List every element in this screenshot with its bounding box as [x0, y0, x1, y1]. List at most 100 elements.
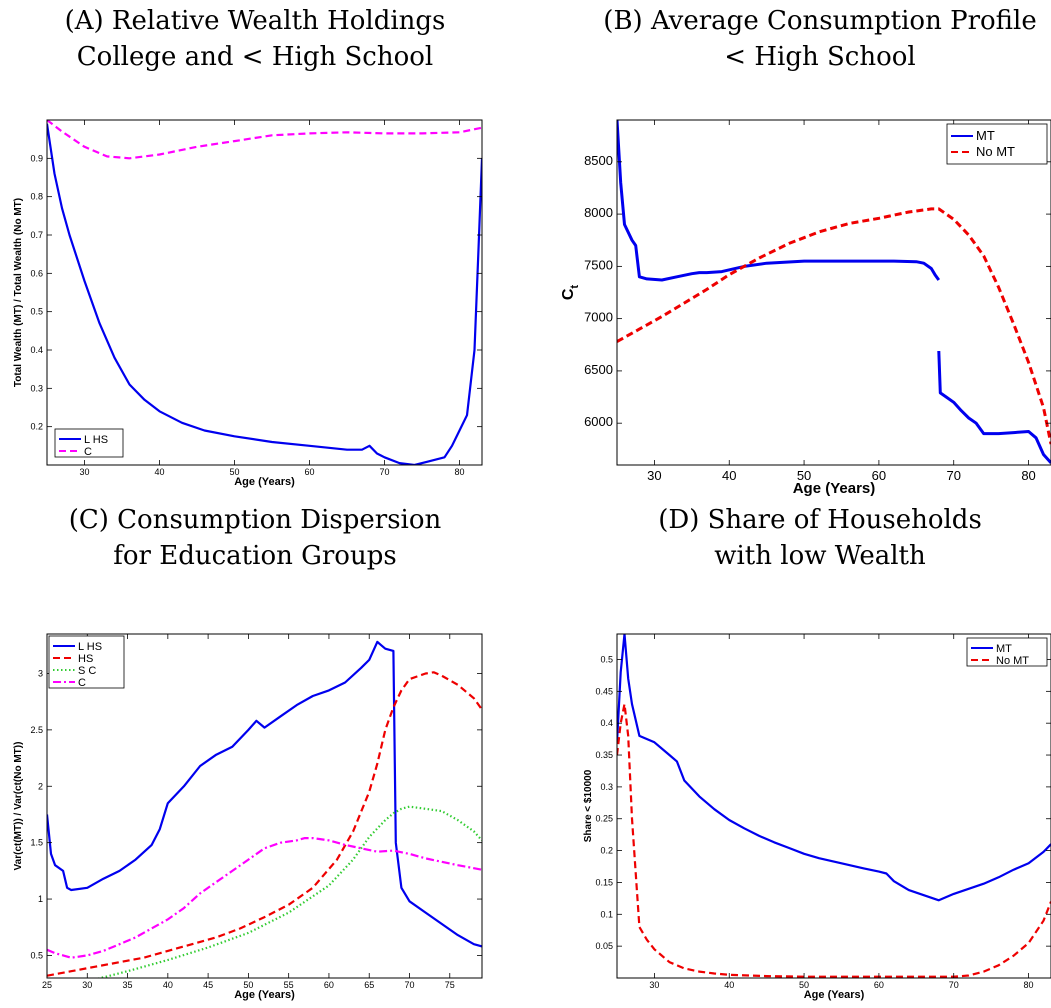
panel-c-ytick-label: 2.5: [30, 725, 43, 735]
panel-c-xtick-label: 70: [404, 980, 414, 990]
panel-d-ytick-label: 0.3: [600, 782, 613, 792]
panel-b-xtick-label: 30: [647, 468, 661, 483]
panel-b-title-line1: (B) Average Consumption Profile: [603, 6, 1037, 36]
panel-a-ytick-label: 0.4: [30, 345, 43, 355]
panel-c-legend-box: [48, 635, 125, 689]
panel-b-title: (B) Average Consumption Profile < High S…: [590, 3, 1050, 75]
panel-a-series-1-line: [47, 120, 482, 160]
panel-d-xtick-label: 40: [724, 980, 734, 990]
panel-b-xtick-label: 70: [946, 468, 960, 483]
panel-d-xtick-label: 50: [799, 980, 809, 990]
panel-a-ytick-label: 0.7: [30, 230, 43, 240]
panel-a-xtick-label: 50: [229, 467, 239, 477]
panel-d-title-line2: with low Wealth: [714, 541, 926, 571]
panel-b-xtick-label: 40: [722, 468, 736, 483]
panel-a-ytick-label: 0.3: [30, 383, 43, 393]
panel-a-xtick-label: 80: [454, 467, 464, 477]
panel-d-ylabel: Share < $10000: [583, 769, 594, 842]
panel-c-series-0-line: [47, 640, 482, 948]
panel-c-series-1-line: [47, 671, 482, 977]
panel-c-legend-label: S C: [78, 665, 96, 677]
panel-c-xtick-label: 75: [445, 980, 455, 990]
panel-a-xtick-label: 30: [79, 467, 89, 477]
panel-d-xtick-label: 30: [649, 980, 659, 990]
panel-c-title: (C) Consumption Dispersion for Education…: [25, 502, 485, 574]
panel-b-axes-box: [616, 119, 1051, 466]
panel-b-legend-label: No MT: [976, 144, 1015, 159]
panel-d-ytick-label: 0.4: [600, 718, 613, 728]
panel-d-ytick-label: 0.15: [595, 877, 613, 887]
panel-c-ylabel: Var(ct(MT)) / Var(ct(No MT)): [13, 742, 24, 871]
panel-d-ytick-label: 0.1: [600, 909, 613, 919]
panel-a-ylabel: Total Wealth (MT) / Total Wealth (No MT): [13, 198, 24, 387]
panel-c-ytick-label: 2: [38, 781, 43, 791]
panel-c-axes-box: [46, 633, 483, 979]
panel-b-title-line2: < High School: [724, 42, 916, 72]
panel-a-title: (A) Relative Wealth Holdings College and…: [25, 3, 485, 75]
panel-b-ylabel: Ct: [560, 285, 581, 301]
panel-d-legend-box: [966, 637, 1048, 667]
panel-a-ytick-label: 0.9: [30, 153, 43, 163]
panel-c-ytick-label: 3: [38, 668, 43, 678]
panel-a-ytick-label: 0.6: [30, 268, 43, 278]
panel-d-axes-box: [616, 633, 1051, 979]
panel-c-ytick-label: 1: [38, 894, 43, 904]
panel-c-legend-label: L HS: [78, 641, 102, 653]
panel-b-xlabel: Age (Years): [793, 480, 876, 497]
panel-a-legend: L HSC: [54, 428, 124, 458]
panel-d-title: (D) Share of Households with low Wealth: [590, 502, 1050, 574]
panel-c-chart: 25 30 35 40 45 50 55 60 65 70 75 0.5 1 1.5 2 2.5 3 Age (Y…: [13, 633, 483, 1001]
panel-b-ytick-label: 7000: [584, 310, 613, 325]
panel-b-legend-box: [946, 123, 1048, 165]
panel-c-title-line1: (C) Consumption Dispersion: [68, 505, 442, 535]
panel-a-ytick-label: 0.8: [30, 192, 43, 202]
panel-b-xtick-label: 80: [1021, 468, 1035, 483]
panel-a-series-0-line: [47, 123, 482, 465]
panel-c-title-line2: for Education Groups: [113, 541, 397, 571]
panel-d-chart: 30 40 50 60 70 80 0.05 0.1 0.15 0.2 0.25 0.3 0.35 0.4…: [583, 633, 1051, 1001]
panel-c-xtick-label: 65: [364, 980, 374, 990]
panel-c-series-3-line: [47, 837, 482, 959]
panel-a-xtick-label: 60: [304, 467, 314, 477]
panel-b-series-1-line: [617, 207, 1051, 445]
panel-d-series-1-line: [617, 703, 1051, 978]
panel-c-legend-label: HS: [78, 653, 93, 665]
panel-b-ytick-label: 7500: [584, 257, 613, 272]
panel-a-chart: 30 40 50 60 70 80 0.2 0.3 0.4 0.5 0.6 0.7 0.8 0.9 Age …: [13, 119, 483, 488]
panel-a-title-line2: College and < High School: [76, 42, 434, 72]
panel-c-xtick-label: 45: [203, 980, 213, 990]
panel-b-xtick-label: 60: [872, 468, 886, 483]
panel-d-legend-label: MT: [996, 643, 1012, 655]
panel-b-chart: 30 40 50 60 70 80 6000 6500 7000 7500 8000 8500 Age …: [560, 119, 1051, 497]
panel-a-xtick-label: 70: [379, 467, 389, 477]
panel-c-xlabel: Age (Years): [234, 989, 295, 1001]
panel-b-ytick-label: 6500: [584, 362, 613, 377]
panel-d-xlabel: Age (Years): [804, 989, 865, 1001]
panel-c-xtick-label: 30: [82, 980, 92, 990]
panel-c-legend-label: C: [78, 677, 86, 689]
panel-a-legend-label: C: [84, 446, 92, 458]
panel-a-xtick-label: 40: [154, 467, 164, 477]
panel-a-title-line1: (A) Relative Wealth Holdings: [64, 6, 446, 36]
panel-c-xtick-label: 55: [284, 980, 294, 990]
panel-d-xtick-label: 70: [949, 980, 959, 990]
panel-c-series-2-line: [96, 805, 482, 978]
panel-a-legend-label: L HS: [84, 434, 108, 446]
panel-d-ytick-label: 0.25: [595, 814, 613, 824]
panel-c-ytick-label: 1.5: [30, 838, 43, 848]
panel-d-xtick-label: 80: [1024, 980, 1034, 990]
panel-d-ytick-label: 0.5: [600, 654, 613, 664]
panel-a-axes-box: [46, 119, 483, 466]
panel-b-series-0-line: [617, 120, 1051, 464]
panel-a-xlabel: Age (Years): [234, 476, 295, 488]
panel-d-ytick-label: 0.45: [595, 686, 613, 696]
panel-c-ytick-label: 0.5: [30, 950, 43, 960]
panel-d-series-0-line: [617, 634, 1051, 902]
panel-c-xtick-label: 60: [324, 980, 334, 990]
panel-d-legend-label: No MT: [996, 655, 1029, 667]
